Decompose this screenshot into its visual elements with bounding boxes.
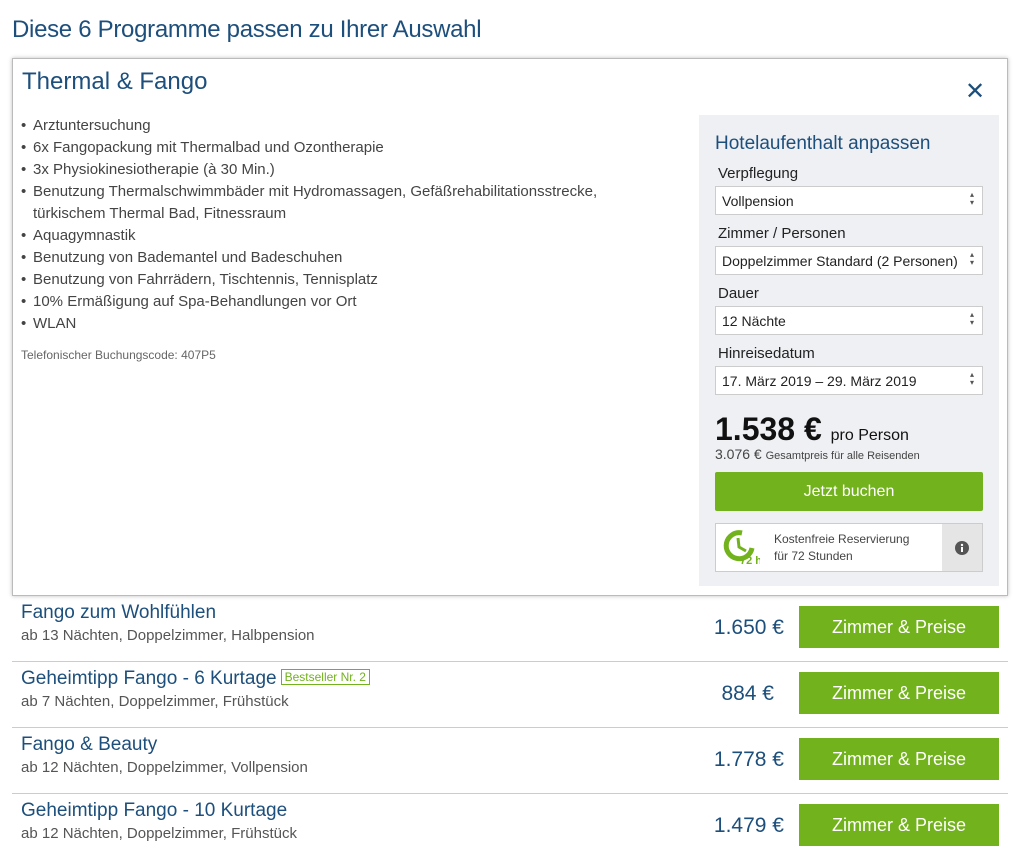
verpflegung-label: Verpflegung [718, 165, 799, 182]
program-row: Geheimtipp Fango - 6 Kurtage Bestseller N… [12, 662, 1008, 728]
price-suffix: pro Person [830, 427, 909, 444]
feature-list: Arztuntersuchung 6x Fangopackung mit The… [21, 115, 661, 335]
clock-72h-icon: 72 h [716, 526, 762, 569]
verpflegung-select[interactable]: Vollpension [715, 186, 983, 215]
rooms-prices-button[interactable]: Zimmer & Preise [799, 606, 999, 648]
program-title[interactable]: Fango zum Wohlfühlen [21, 602, 217, 623]
program-row: Fango zum Wohlfühlen ab 13 Nächten, Dopp… [12, 596, 1008, 662]
feature-item: Benutzung Thermalschwimmbäder mit Hydrom… [21, 181, 661, 225]
program-price: 1.650 € [713, 616, 784, 639]
info-icon[interactable] [942, 524, 982, 571]
program-title[interactable]: Fango & Beauty [21, 734, 158, 755]
badge-72h: 72 h [740, 555, 760, 566]
res-line1: Kostenfreie Reservierung [774, 531, 910, 546]
res-line2: für 72 Stunden [774, 548, 853, 563]
program-price: 884 € [721, 682, 774, 705]
program-title-wrap: Geheimtipp Fango - 6 Kurtage Bestseller N… [21, 668, 370, 690]
program-title: Thermal & Fango [22, 68, 208, 95]
zimmer-select[interactable]: Doppelzimmer Standard (2 Personen) [715, 246, 983, 275]
feature-item: WLAN [21, 313, 661, 335]
hotel-panel: Hotelaufenthalt anpassen Verpflegung Vol… [699, 115, 999, 586]
program-title[interactable]: Geheimtipp Fango - 10 Kurtage [21, 800, 288, 821]
dauer-label: Dauer [718, 285, 759, 302]
page-heading: Diese 6 Programme passen zu Ihrer Auswah… [12, 16, 482, 43]
feature-item: Benutzung von Bademantel und Badeschuhen [21, 247, 661, 269]
program-sub: ab 13 Nächten, Doppelzimmer, Halbpension [21, 627, 315, 644]
price-value: 1.538 € [715, 411, 822, 447]
program-price: 1.479 € [713, 814, 784, 837]
feature-item: Arztuntersuchung [21, 115, 661, 137]
feature-item: 6x Fangopackung mit Thermalbad und Ozont… [21, 137, 661, 159]
program-sub: ab 7 Nächten, Doppelzimmer, Frühstück [21, 693, 289, 710]
program-row: Geheimtipp Fango - 10 Kurtage ab 12 Näch… [12, 794, 1008, 860]
program-detail-card: Thermal & Fango ✕ Arztuntersuchung 6x Fa… [12, 58, 1008, 596]
reservation-text: Kostenfreie Reservierung für 72 Stunden [760, 531, 942, 565]
booking-code: Telefonischer Buchungscode: 407P5 [21, 348, 216, 362]
bestseller-badge: Bestseller Nr. 2 [280, 669, 370, 685]
rooms-prices-button[interactable]: Zimmer & Preise [799, 738, 999, 780]
program-title[interactable]: Geheimtipp Fango - 6 Kurtage [21, 668, 277, 689]
feature-item: Benutzung von Fahrrädern, Tischtennis, T… [21, 269, 661, 291]
datum-select[interactable]: 17. März 2019 – 29. März 2019 [715, 366, 983, 395]
program-price: 1.778 € [713, 748, 784, 771]
program-row: Fango & Beauty ab 12 Nächten, Doppelzimm… [12, 728, 1008, 794]
free-reservation-box: 72 h Kostenfreie Reservierung für 72 Stun… [715, 523, 983, 572]
rooms-prices-button[interactable]: Zimmer & Preise [799, 672, 999, 714]
rooms-prices-button[interactable]: Zimmer & Preise [799, 804, 999, 846]
close-icon[interactable]: ✕ [965, 78, 986, 105]
price-per-person: 1.538 € pro Person [715, 411, 983, 448]
feature-item: Aquagymnastik [21, 225, 661, 247]
panel-title: Hotelaufenthalt anpassen [715, 133, 931, 154]
total-value: 3.076 € [715, 446, 762, 462]
feature-item: 3x Physiokinesiotherapie (à 30 Min.) [21, 159, 661, 181]
datum-label: Hinreisedatum [718, 345, 815, 362]
book-now-button[interactable]: Jetzt buchen [715, 472, 983, 511]
dauer-select[interactable]: 12 Nächte [715, 306, 983, 335]
zimmer-label: Zimmer / Personen [718, 225, 846, 242]
total-price: 3.076 € Gesamtpreis für alle Reisenden [715, 446, 983, 462]
feature-item: 10% Ermäßigung auf Spa-Behandlungen vor … [21, 291, 661, 313]
program-sub: ab 12 Nächten, Doppelzimmer, Vollpension [21, 759, 308, 776]
total-suffix: Gesamtpreis für alle Reisenden [765, 450, 920, 462]
program-sub: ab 12 Nächten, Doppelzimmer, Frühstück [21, 825, 297, 842]
